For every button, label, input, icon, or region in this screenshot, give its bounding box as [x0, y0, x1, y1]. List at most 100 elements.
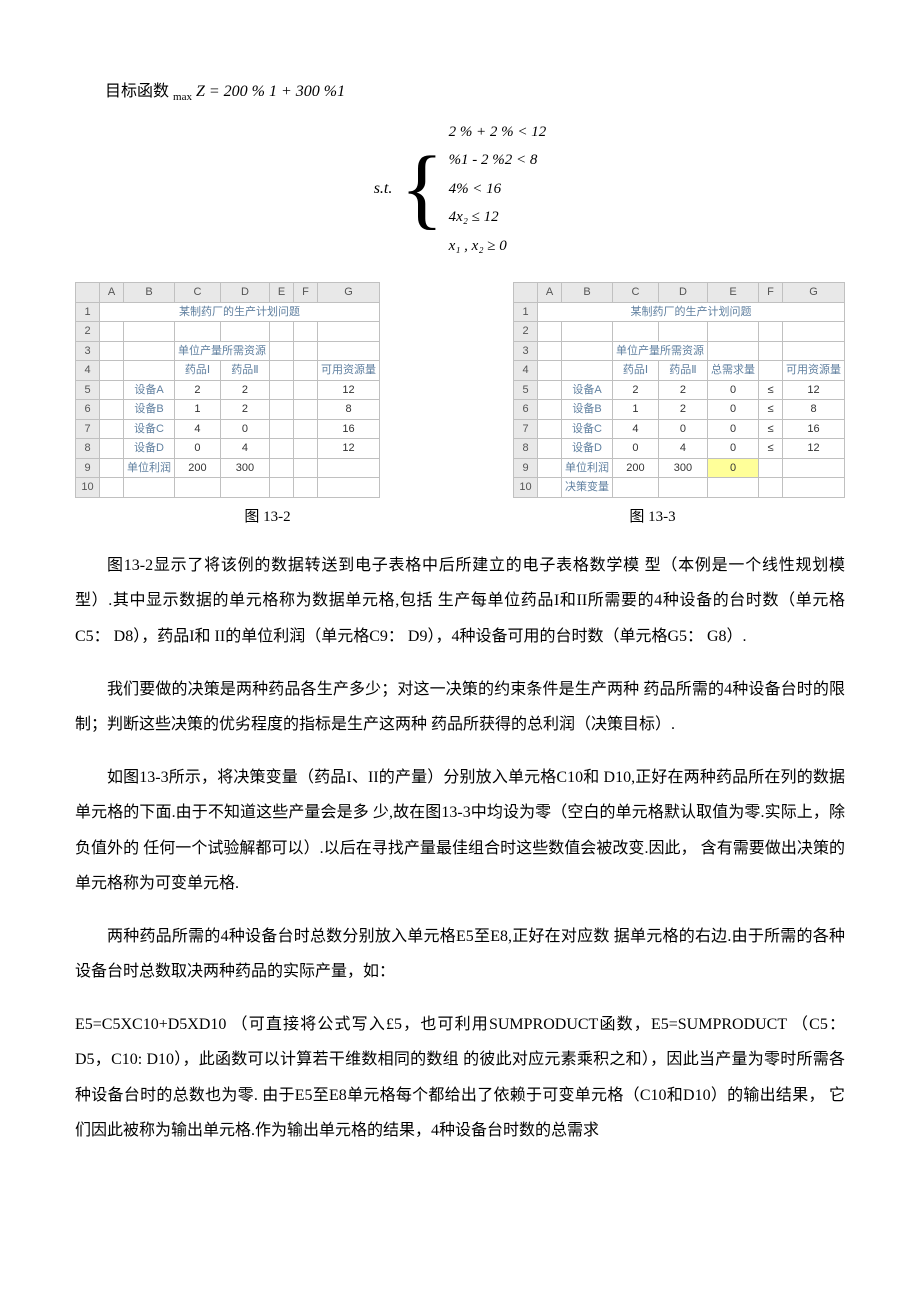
cell: 0: [708, 439, 759, 459]
col-c: C: [613, 283, 659, 303]
col-e: E: [270, 283, 294, 303]
row-3: 3: [514, 341, 538, 361]
cell: 12: [318, 380, 380, 400]
decision-row: 10 决策变量: [514, 478, 845, 498]
row-5: 5: [514, 380, 538, 400]
equip-label: 设备B: [124, 400, 175, 420]
total-label: 总需求量: [708, 361, 759, 381]
row-4: 4: [76, 361, 100, 381]
max-label: max: [173, 91, 192, 103]
left-brace: {: [400, 144, 443, 234]
table-row: 5 设备A 2 2 0 ≤ 12: [514, 380, 845, 400]
row-8: 8: [76, 439, 100, 459]
cell: 0: [220, 419, 269, 439]
row-1: 1: [76, 302, 100, 322]
cell: 300: [220, 458, 269, 478]
table-row: 6 设备B 1 2 0 ≤ 8: [514, 400, 845, 420]
subheader: 单位产量所需资源: [175, 341, 270, 361]
title-row: 1 某制药厂的生产计划问题: [514, 302, 845, 322]
row-7: 7: [76, 419, 100, 439]
drug1-label: 药品Ⅰ: [613, 361, 659, 381]
paragraph-3: 如图13-3所示，将决策变量（药品I、II的产量）分别放入单元格C10和 D10…: [75, 760, 845, 901]
profit-label: 单位利润: [124, 458, 175, 478]
drug2-label: 药品Ⅱ: [658, 361, 707, 381]
cell: ≤: [759, 400, 783, 420]
equip-label: 设备A: [124, 380, 175, 400]
spreadsheet-right: A B C D E F G 1 某制药厂的生产计划问题 2 3 单位产量所需资源…: [513, 282, 845, 498]
spreadsheet-left: A B C D E F G 1 某制药厂的生产计划问题 2 3 单位产量所需资源…: [75, 282, 380, 498]
col-c: C: [175, 283, 221, 303]
cell: 16: [783, 419, 845, 439]
row-10: 10: [76, 478, 100, 498]
col-f: F: [294, 283, 318, 303]
corner-cell: [76, 283, 100, 303]
figure-captions: 图 13-2 图 13-3: [75, 506, 845, 529]
cell: 12: [783, 380, 845, 400]
decision-label: 决策变量: [562, 478, 613, 498]
cell: 200: [175, 458, 221, 478]
constraints-block: s.t. { 2 % + 2 % < 12 %1 - 2 %2 < 8 4% <…: [75, 121, 845, 258]
cell: ≤: [759, 419, 783, 439]
subheader: 单位产量所需资源: [613, 341, 708, 361]
blank-row: 10: [76, 478, 380, 498]
equip-label: 设备A: [562, 380, 613, 400]
row-7: 7: [514, 419, 538, 439]
equip-label: 设备C: [124, 419, 175, 439]
cell: 200: [613, 458, 659, 478]
cell: 0: [708, 400, 759, 420]
cell: 12: [318, 439, 380, 459]
table-row: 8 设备D 0 4 0 ≤ 12: [514, 439, 845, 459]
profit-label: 单位利润: [562, 458, 613, 478]
cell: 4: [658, 439, 707, 459]
cell: 2: [658, 380, 707, 400]
cell: ≤: [759, 439, 783, 459]
cell: ≤: [759, 380, 783, 400]
cell: 0: [658, 419, 707, 439]
cell: 2: [613, 380, 659, 400]
col-g: G: [318, 283, 380, 303]
cell: 4: [175, 419, 221, 439]
cell: 0: [613, 439, 659, 459]
table-row: 5 设备A 2 2 12: [76, 380, 380, 400]
subheader-row: 3 单位产量所需资源: [514, 341, 845, 361]
corner-cell: [514, 283, 538, 303]
table-row: 7 设备C 4 0 16: [76, 419, 380, 439]
row-1: 1: [514, 302, 538, 322]
title-row: 1 某制药厂的生产计划问题: [76, 302, 380, 322]
caption-left: 图 13-2: [244, 506, 290, 529]
row-6: 6: [76, 400, 100, 420]
equip-label: 设备D: [562, 439, 613, 459]
cell: 2: [658, 400, 707, 420]
cell: 2: [175, 380, 221, 400]
col-g: G: [783, 283, 845, 303]
row-2: 2: [76, 322, 100, 342]
row-8: 8: [514, 439, 538, 459]
row-9: 9: [514, 458, 538, 478]
cell: 300: [658, 458, 707, 478]
blank-row: 2: [76, 322, 380, 342]
objective-label: 目标函数: [105, 83, 169, 100]
cell: 2: [220, 400, 269, 420]
row-5: 5: [76, 380, 100, 400]
table-row: 8 设备D 0 4 12: [76, 439, 380, 459]
profit-row: 9 单位利润 200 300: [76, 458, 380, 478]
cell: 8: [783, 400, 845, 420]
objective-formula: Z = 200 % 1 + 300 %1: [196, 83, 345, 100]
cell: 4: [613, 419, 659, 439]
cell: 1: [175, 400, 221, 420]
avail-label: 可用资源量: [318, 361, 380, 381]
paragraph-5: E5=C5XC10+D5XD10 （可直接将公式写入£5，也可利用SUMPROD…: [75, 1007, 845, 1148]
row-6: 6: [514, 400, 538, 420]
constraint-3: 4% < 16: [449, 178, 547, 201]
cell: 8: [318, 400, 380, 420]
constraint-1: 2 % + 2 % < 12: [449, 121, 547, 144]
caption-right: 图 13-3: [629, 506, 675, 529]
cell: 4: [220, 439, 269, 459]
equip-label: 设备B: [562, 400, 613, 420]
row-2: 2: [514, 322, 538, 342]
subheader-row: 3 单位产量所需资源: [76, 341, 380, 361]
col-header-row: A B C D E F G: [76, 283, 380, 303]
cell: 2: [220, 380, 269, 400]
constraint-2: %1 - 2 %2 < 8: [449, 149, 547, 172]
cell: 12: [783, 439, 845, 459]
